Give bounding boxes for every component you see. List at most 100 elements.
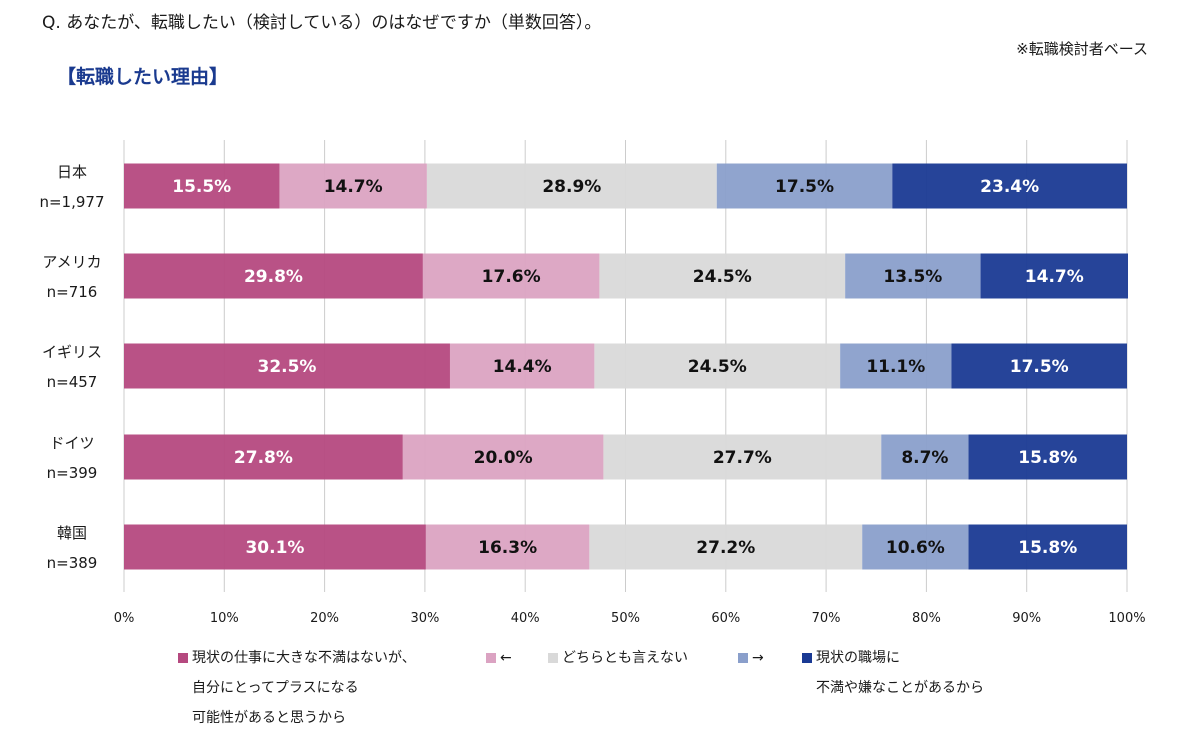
bar-segment (124, 163, 280, 209)
data-label: 28.9% (542, 177, 601, 197)
data-label: 30.1% (245, 538, 304, 558)
data-label: 17.5% (775, 177, 834, 197)
bar-segment (845, 253, 981, 299)
data-label: 15.8% (1018, 538, 1077, 558)
data-label: 27.7% (713, 448, 772, 468)
legend-label: 不満や嫌なことがあるから (816, 680, 984, 696)
sample-size-label: n=457 (47, 373, 98, 391)
bar-segment (603, 434, 882, 480)
x-tick-label: 80% (912, 611, 941, 626)
data-label: 16.3% (478, 538, 537, 558)
bar-segment (862, 524, 969, 570)
legend-swatch (738, 653, 748, 663)
bar-segment (426, 163, 717, 209)
category-label: 韓国 (57, 524, 87, 542)
bar-segment (589, 524, 863, 570)
data-label: 14.7% (1025, 267, 1084, 287)
category-label: 日本 (57, 163, 87, 181)
x-tick-label: 90% (1012, 611, 1041, 626)
data-label: 17.6% (482, 267, 541, 287)
legend-swatch (802, 653, 812, 663)
bar-segment (951, 343, 1127, 389)
category-label: アメリカ (42, 253, 101, 271)
bars: 15.5% 14.7% 28.9% 17.5% 23.4% 29.8% 17.6% 24.5%… (124, 163, 1129, 570)
x-tick-label: 40% (511, 611, 540, 626)
sample-size-label: n=716 (47, 283, 98, 301)
data-label: 14.4% (493, 357, 552, 377)
data-label: 11.1% (866, 357, 925, 377)
bar-row: 27.8% 20.0% 27.7% 8.7% 15.8% (124, 434, 1127, 480)
x-tick-label: 10% (210, 611, 239, 626)
bar-segment (422, 253, 600, 299)
chart-title: 【転職したい理由】 (57, 66, 229, 88)
x-tick-label: 100% (1108, 611, 1145, 626)
bar-segment (968, 524, 1127, 570)
data-label: 15.8% (1018, 448, 1077, 468)
bar-segment (594, 343, 841, 389)
legend-item: → (738, 643, 764, 673)
legend-label: 現状の仕事に大きな不満はないが、 (192, 650, 416, 666)
data-label: 23.4% (980, 177, 1039, 197)
data-label: 13.5% (883, 267, 942, 287)
sample-size-label: n=1,977 (39, 193, 104, 211)
bar-segment (124, 524, 426, 570)
bar-segment (599, 253, 846, 299)
bar-row: 15.5% 14.7% 28.9% 17.5% 23.4% (124, 163, 1127, 209)
data-label: 20.0% (474, 448, 533, 468)
bar-segment (425, 524, 590, 570)
x-tick-label: 20% (310, 611, 339, 626)
sample-size-label: n=389 (47, 554, 98, 572)
bar-row: 32.5% 14.4% 24.5% 11.1% 17.5% (124, 343, 1127, 389)
data-label: 24.5% (688, 357, 747, 377)
legend-label: → (752, 650, 764, 666)
bar-segment (881, 434, 969, 480)
legend-label: 自分にとってプラスになる (192, 680, 359, 696)
legend-swatch (178, 653, 188, 663)
data-label: 10.6% (886, 538, 945, 558)
data-label: 29.8% (244, 267, 303, 287)
legend-label: 現状の職場に (816, 650, 900, 666)
legend-label: どちらとも言えない (562, 650, 688, 666)
legend-swatch (548, 653, 558, 663)
data-label: 17.5% (1010, 357, 1069, 377)
data-label: 14.7% (324, 177, 383, 197)
legend-item: どちらとも言えない (548, 643, 688, 673)
bar-segment (124, 253, 423, 299)
question-text: Q. あなたが、転職したい（検討している）のはなぜですか（単数回答）。 (42, 13, 602, 33)
x-tick-label: 30% (410, 611, 439, 626)
category-labels: 日本 n=1,977 アメリカ n=716 イギリス n=457 ドイツ n=399 韓国 n=3… (39, 163, 104, 572)
data-label: 27.8% (234, 448, 293, 468)
category-label: ドイツ (49, 434, 94, 452)
legend-label: ← (500, 650, 512, 666)
bar-segment (279, 163, 427, 209)
data-label: 15.5% (172, 177, 231, 197)
bar-segment (716, 163, 893, 209)
bar-segment (449, 343, 595, 389)
category-label: イギリス (42, 343, 102, 361)
bar-segment (124, 434, 403, 480)
bar-segment (980, 253, 1129, 299)
x-tick-label: 60% (711, 611, 740, 626)
legend-swatch (486, 653, 496, 663)
bar-segment (968, 434, 1127, 480)
bar-row: 30.1% 16.3% 27.2% 10.6% 15.8% (124, 524, 1127, 570)
data-label: 27.2% (696, 538, 755, 558)
sample-size-label: n=399 (47, 464, 98, 482)
legend-item: 現状の仕事に大きな不満はないが、 自分にとってプラスになる 可能性があると思うから (178, 643, 416, 733)
legend-label: 可能性があると思うから (192, 710, 346, 726)
x-tick-label: 50% (611, 611, 640, 626)
x-axis-ticks: 0% 10% 20% 30% 40% 50% 60% 70% 80% 90% 100% (114, 611, 1146, 626)
bar-segment (840, 343, 952, 389)
legend-item: 現状の職場に不満や嫌なことがあるから (802, 643, 984, 703)
bar-row: 29.8% 17.6% 24.5% 13.5% 14.7% (124, 253, 1129, 299)
bar-segment (402, 434, 604, 480)
x-tick-label: 0% (114, 611, 135, 626)
data-label: 32.5% (257, 357, 316, 377)
bar-segment (892, 163, 1127, 209)
data-label: 24.5% (693, 267, 752, 287)
x-tick-label: 70% (812, 611, 841, 626)
bar-segment (124, 343, 450, 389)
data-label: 8.7% (901, 448, 948, 468)
base-note: ※転職検討者ベース (1016, 40, 1148, 58)
